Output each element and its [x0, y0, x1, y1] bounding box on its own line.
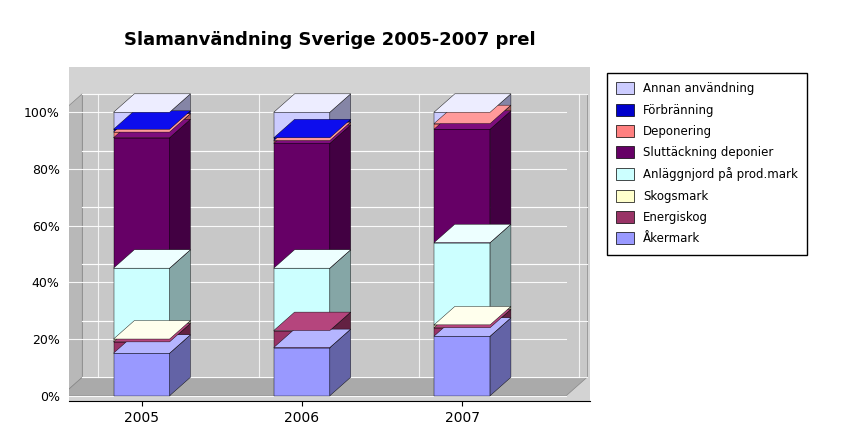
- Polygon shape: [82, 94, 587, 377]
- Polygon shape: [330, 94, 351, 138]
- Polygon shape: [490, 111, 511, 243]
- Bar: [273, 330, 330, 347]
- Bar: [434, 328, 490, 336]
- Polygon shape: [114, 321, 190, 339]
- Polygon shape: [434, 111, 511, 129]
- Polygon shape: [169, 335, 190, 396]
- Polygon shape: [490, 318, 511, 396]
- Polygon shape: [169, 323, 190, 353]
- Polygon shape: [434, 94, 511, 112]
- Bar: [434, 112, 490, 124]
- Bar: [273, 268, 330, 330]
- Bar: [114, 342, 169, 353]
- Polygon shape: [169, 250, 190, 339]
- Polygon shape: [330, 125, 351, 268]
- Bar: [434, 124, 490, 129]
- Polygon shape: [330, 329, 351, 396]
- Bar: [114, 132, 169, 138]
- Polygon shape: [114, 120, 190, 138]
- Bar: [273, 138, 330, 140]
- Polygon shape: [490, 306, 511, 328]
- Polygon shape: [490, 309, 511, 336]
- Polygon shape: [169, 94, 190, 129]
- Bar: [114, 268, 169, 339]
- Polygon shape: [434, 306, 511, 325]
- Polygon shape: [114, 111, 190, 129]
- Legend: Annan användning, Förbränning, Deponering, Sluttäckning deponier, Anläggnjord på: Annan användning, Förbränning, Deponerin…: [607, 73, 807, 255]
- Polygon shape: [169, 114, 190, 138]
- Polygon shape: [273, 122, 351, 140]
- Polygon shape: [330, 122, 351, 144]
- Polygon shape: [330, 312, 351, 347]
- Polygon shape: [490, 94, 511, 124]
- Bar: [114, 129, 169, 132]
- Polygon shape: [114, 114, 190, 132]
- Text: Slamanvändning Sverige 2005-2007 prel: Slamanvändning Sverige 2005-2007 prel: [124, 31, 536, 49]
- Polygon shape: [273, 250, 351, 268]
- Polygon shape: [490, 224, 511, 325]
- Polygon shape: [169, 120, 190, 268]
- Polygon shape: [114, 250, 190, 268]
- Polygon shape: [273, 329, 351, 347]
- Bar: [273, 112, 330, 138]
- Polygon shape: [434, 309, 511, 328]
- Polygon shape: [114, 323, 190, 342]
- Polygon shape: [273, 120, 351, 138]
- Bar: [434, 243, 490, 325]
- Polygon shape: [273, 125, 351, 144]
- Polygon shape: [434, 318, 511, 336]
- Bar: [434, 129, 490, 243]
- Polygon shape: [330, 250, 351, 330]
- Polygon shape: [273, 94, 351, 112]
- Bar: [114, 138, 169, 268]
- Polygon shape: [62, 377, 587, 396]
- Bar: [434, 336, 490, 396]
- Polygon shape: [114, 335, 190, 353]
- Polygon shape: [62, 94, 82, 396]
- Polygon shape: [330, 120, 351, 140]
- Polygon shape: [273, 312, 351, 330]
- Polygon shape: [114, 94, 190, 112]
- Bar: [114, 112, 169, 129]
- Polygon shape: [169, 111, 190, 132]
- Bar: [273, 140, 330, 144]
- Polygon shape: [434, 105, 511, 124]
- Bar: [114, 353, 169, 396]
- Bar: [114, 339, 169, 342]
- Bar: [273, 347, 330, 396]
- Bar: [434, 325, 490, 328]
- Polygon shape: [434, 224, 511, 243]
- Bar: [273, 144, 330, 268]
- Polygon shape: [169, 321, 190, 342]
- Polygon shape: [490, 105, 511, 129]
